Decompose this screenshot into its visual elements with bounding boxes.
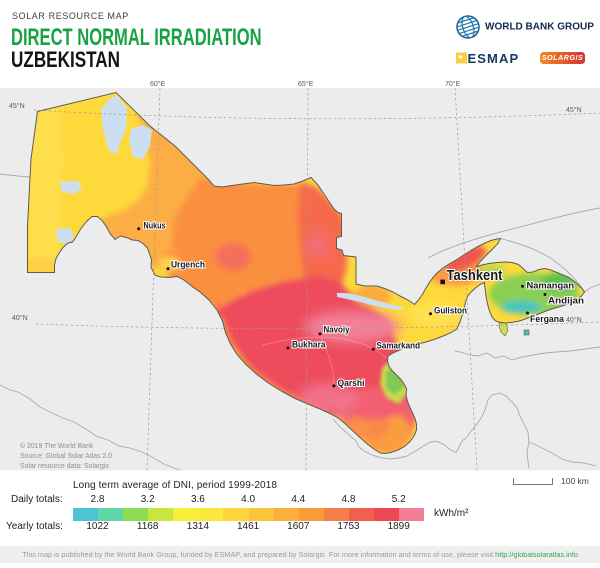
svg-text:Bukhara: Bukhara <box>292 340 326 350</box>
svg-text:Tashkent: Tashkent <box>447 267 503 284</box>
svg-text:Navoiy: Navoiy <box>324 325 350 335</box>
svg-text:Samarkand: Samarkand <box>377 341 421 351</box>
svg-text:Namangan: Namangan <box>527 281 575 291</box>
svg-text:Fergana: Fergana <box>530 314 565 324</box>
svg-text:Nukus: Nukus <box>144 221 166 231</box>
svg-text:WORLD BANK GROUP: WORLD BANK GROUP <box>485 22 594 33</box>
svg-text:Guliston: Guliston <box>434 306 467 316</box>
svg-text:Andijan: Andijan <box>548 296 584 306</box>
svg-text:ESMAP: ESMAP <box>468 51 520 66</box>
svg-text:Qarshi: Qarshi <box>338 378 365 388</box>
svg-text:Urgench: Urgench <box>171 260 205 270</box>
